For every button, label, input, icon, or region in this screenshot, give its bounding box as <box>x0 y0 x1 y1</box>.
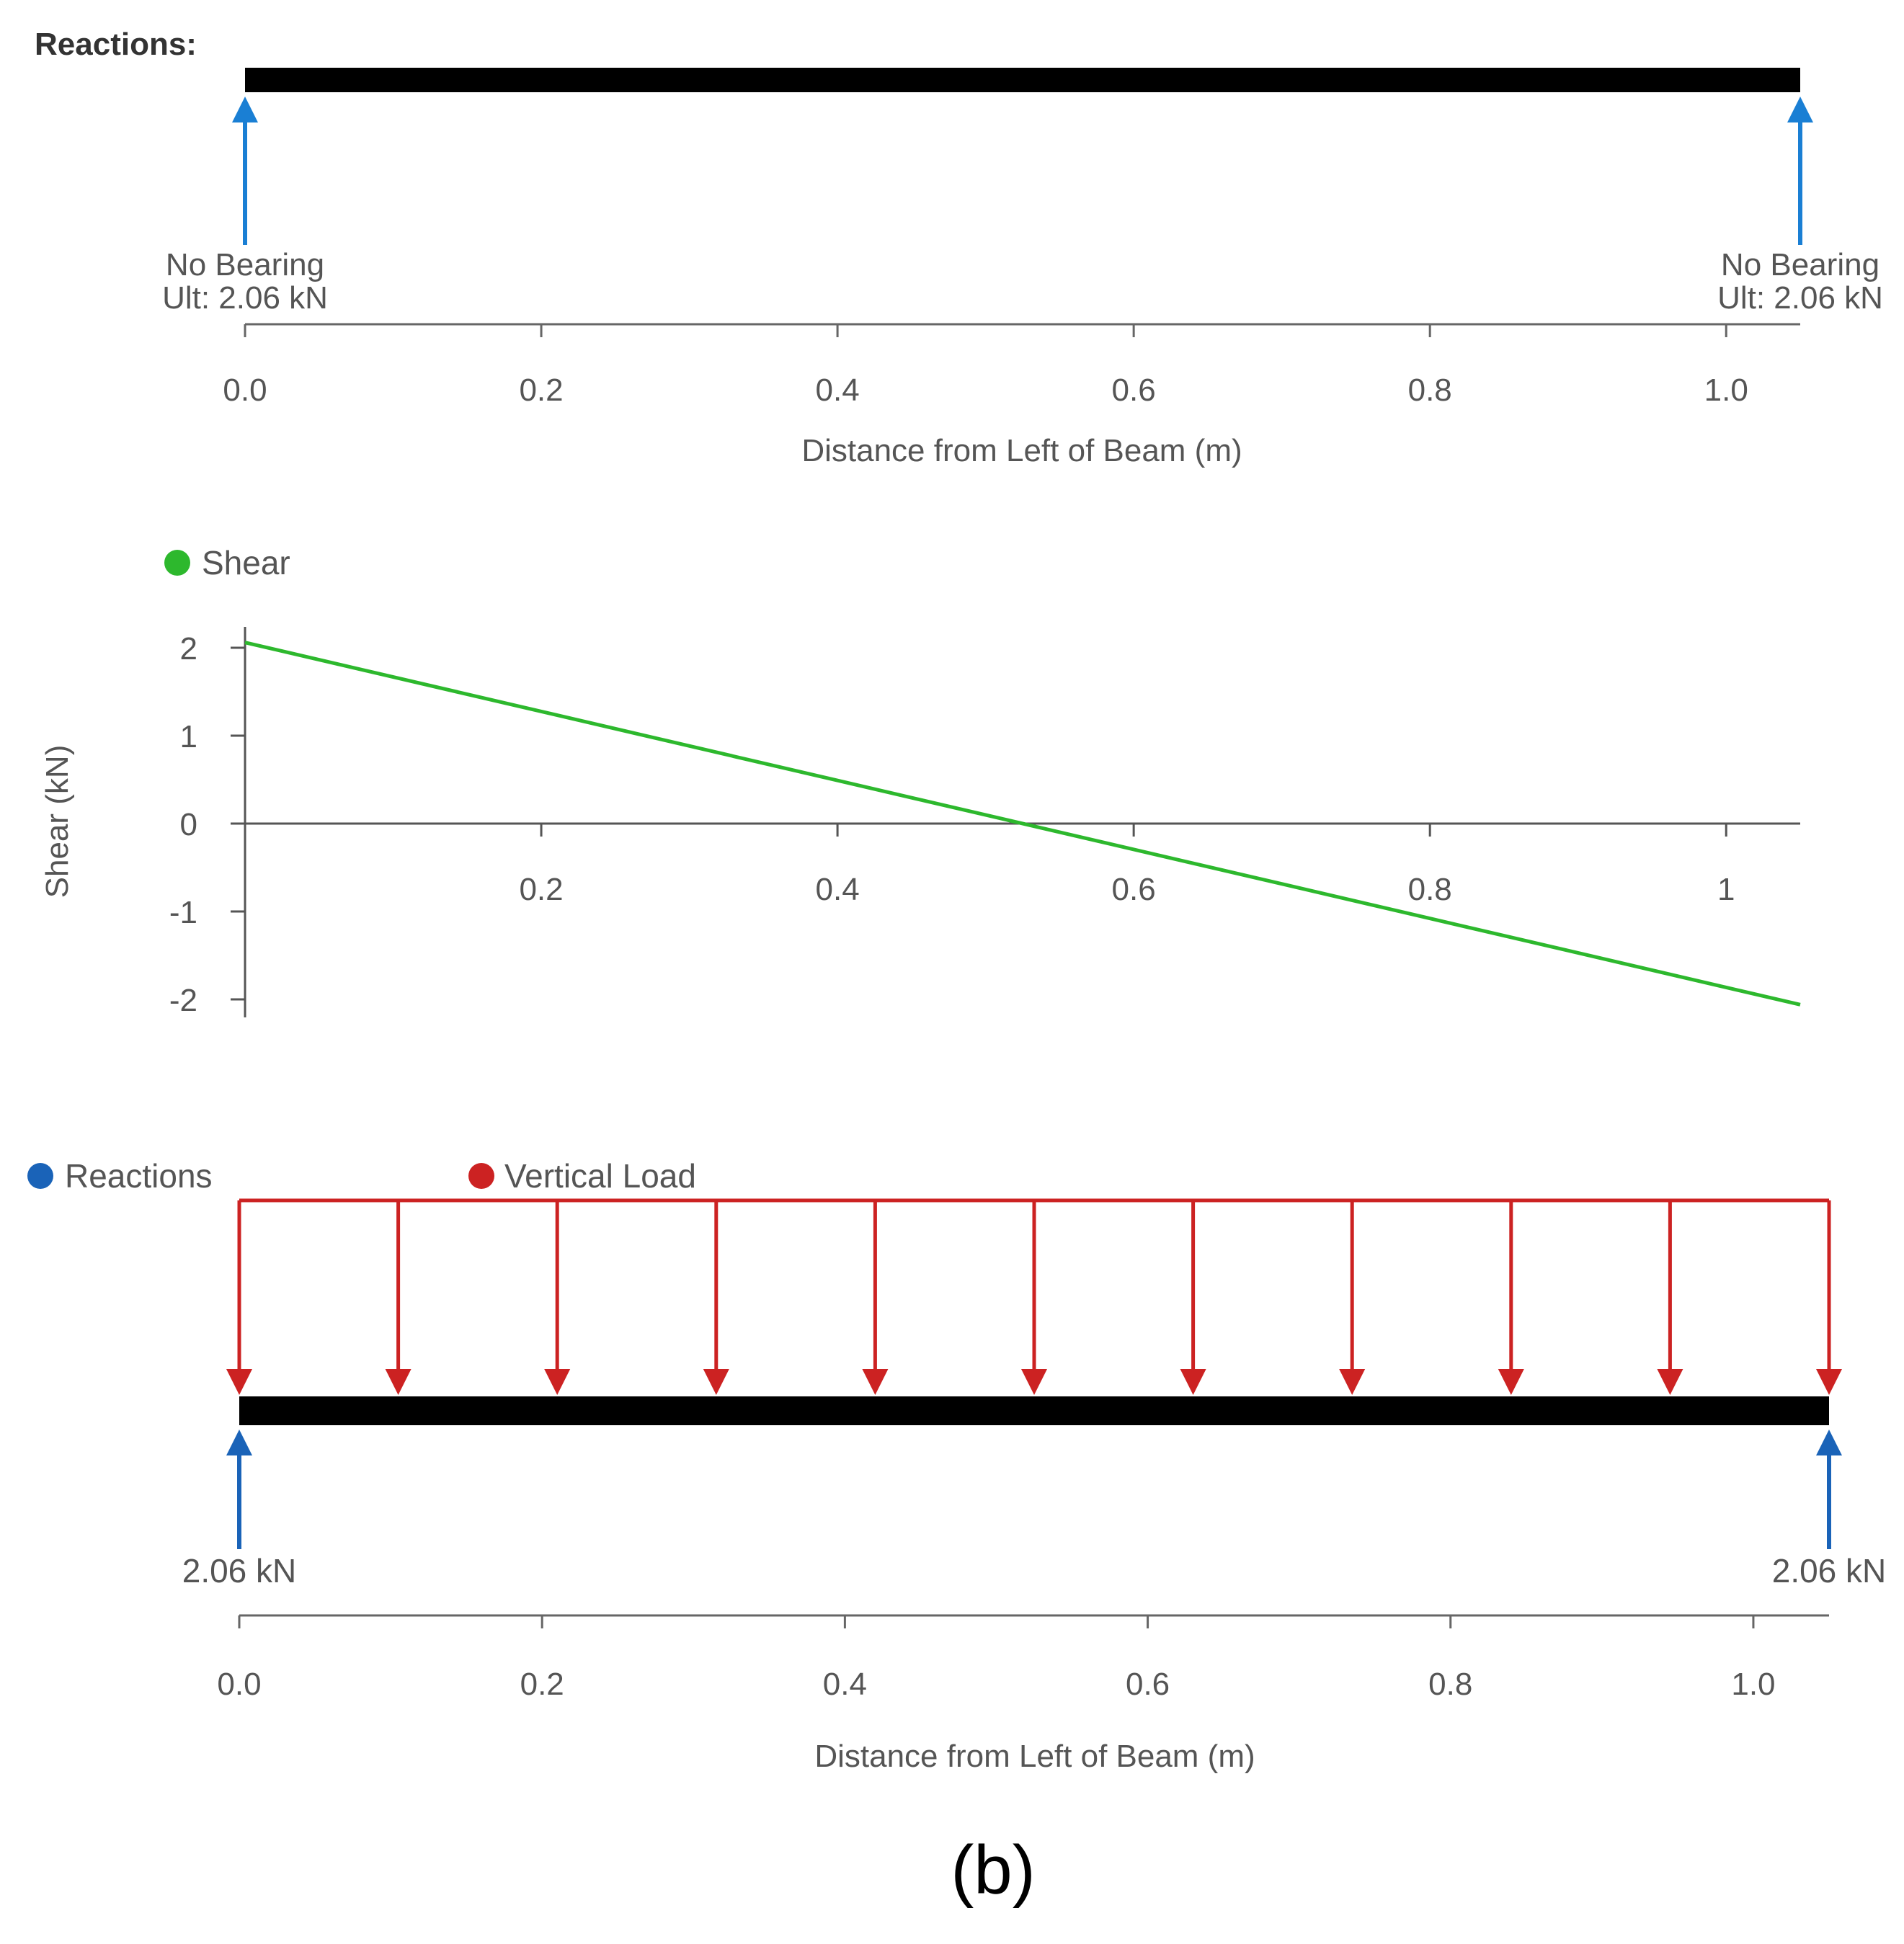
support-label-bearing: No Bearing <box>1721 247 1879 282</box>
shear-legend-marker <box>164 550 190 576</box>
reaction-arrow-head <box>226 1430 252 1455</box>
y-tick-label: 1 <box>180 719 197 754</box>
reaction-arrow-head <box>1787 97 1813 122</box>
y-tick-label: 2 <box>180 631 197 666</box>
x-tick-label: 0.2 <box>520 1667 564 1702</box>
x-tick-label: 0.4 <box>816 373 860 408</box>
load-arrow-head <box>1021 1369 1047 1395</box>
x-tick-label: 1 <box>1717 872 1735 907</box>
y-tick-label: 0 <box>180 807 197 842</box>
reaction-value-label: 2.06 kN <box>1772 1552 1887 1589</box>
x-tick-label: 0.8 <box>1408 373 1452 408</box>
reactions-legend-label: Reactions <box>65 1157 213 1195</box>
x-tick-label: 1.0 <box>1704 373 1748 408</box>
vertical-load-legend-label: Vertical Load <box>504 1157 696 1195</box>
load-arrow-head <box>1657 1369 1683 1395</box>
load-arrow-head <box>385 1369 412 1395</box>
x-tick-label: 0.4 <box>816 872 860 907</box>
shear-panel: Shear Shear (kN) 2 1 0 -1 -2 0.2 0.4 0.6 0.8 1 <box>40 544 1801 1018</box>
x-tick-label: 0.6 <box>1112 872 1156 907</box>
shear-y-axis-label: Shear (kN) <box>40 745 75 899</box>
support-label-ult: Ult: 2.06 kN <box>162 280 328 316</box>
load-arrow-head <box>862 1369 889 1395</box>
x-tick-label: 0.6 <box>1126 1667 1170 1702</box>
support-label-bearing: No Bearing <box>166 247 324 282</box>
x-tick-label: 0.4 <box>823 1667 867 1702</box>
vertical-load-legend-marker <box>468 1163 494 1189</box>
reactions-heading: Reactions: <box>35 27 197 62</box>
x-tick-label: 0.6 <box>1112 373 1156 408</box>
load-arrow-head <box>544 1369 571 1395</box>
shear-legend-label: Shear <box>202 544 290 581</box>
load-arrow-head <box>703 1369 729 1395</box>
reaction-value-label: 2.06 kN <box>182 1552 297 1589</box>
reaction-arrow-head <box>1816 1430 1842 1455</box>
load-arrow-head <box>1180 1369 1206 1395</box>
load-arrow-head <box>1339 1369 1366 1395</box>
y-tick-label: -2 <box>169 983 197 1018</box>
loads-x-axis-label: Distance from Left of Beam (m) <box>814 1739 1255 1774</box>
x-tick-label: 0.0 <box>217 1667 261 1702</box>
x-tick-label: 0.2 <box>519 872 563 907</box>
x-tick-label: 0.2 <box>519 373 563 408</box>
beam <box>239 1396 1829 1425</box>
support-label-ult: Ult: 2.06 kN <box>1717 280 1883 316</box>
beam <box>245 68 1800 92</box>
y-tick-label: -1 <box>169 895 197 930</box>
reaction-arrow-head <box>232 97 258 122</box>
x-tick-label: 1.0 <box>1731 1667 1775 1702</box>
shear-series-line <box>244 641 1801 1007</box>
x-tick-label: 0.8 <box>1408 872 1452 907</box>
reactions-legend-marker <box>27 1163 53 1189</box>
figure-caption: (b) <box>951 1832 1035 1909</box>
x-tick-label: 0.8 <box>1428 1667 1472 1702</box>
load-arrow-head <box>226 1369 252 1395</box>
load-arrow-head <box>1498 1369 1524 1395</box>
load-arrow-head <box>1816 1369 1842 1395</box>
reactions-x-axis-label: Distance from Left of Beam (m) <box>801 433 1242 468</box>
loads-panel: Reactions Vertical Load 2.06 kN 2.06 kN 0.… <box>27 1157 1886 1774</box>
x-tick-label: 0.0 <box>223 373 267 408</box>
